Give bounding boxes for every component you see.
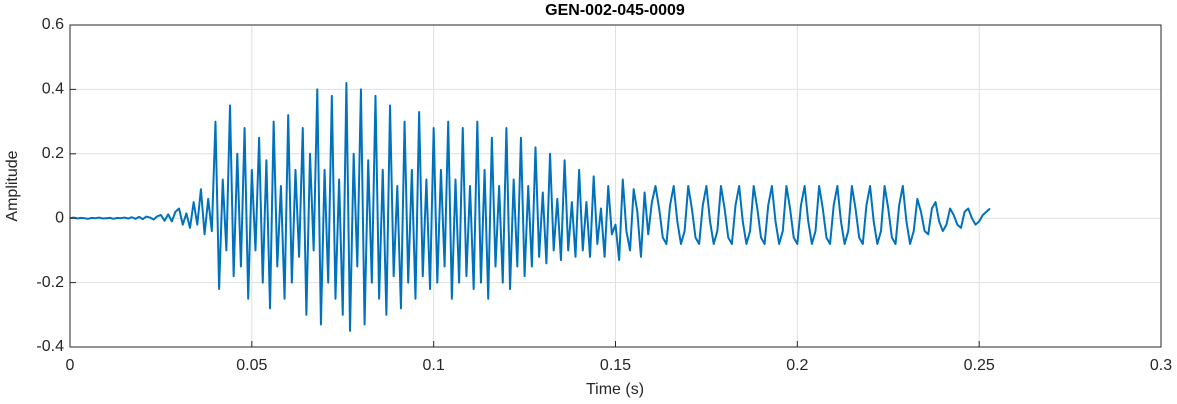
x-tick-label: 0.1 [423,357,445,374]
waveform-line [69,81,991,332]
x-tick-label: 0.25 [964,357,995,374]
x-tick-label: 0.3 [1150,357,1172,374]
y-tick-label: -0.2 [36,274,64,291]
x-tick-label: 0.15 [600,357,631,374]
y-tick-label: 0.6 [42,16,64,33]
grid [69,24,1162,348]
x-axis-label: Time (s) [586,381,644,398]
y-tick-label: -0.4 [36,338,64,355]
plot-area [69,81,991,332]
x-tick-label: 0.05 [236,357,267,374]
y-tick-label: 0.4 [42,81,64,98]
y-tick-label: 0 [55,209,64,226]
chart-title: GEN-002-045-0009 [545,2,685,19]
x-tick-label: 0 [66,357,75,374]
y-tick-label: 0.2 [42,145,64,162]
x-tick-label: 0.2 [786,357,808,374]
y-axis-label: Amplitude [4,150,21,221]
